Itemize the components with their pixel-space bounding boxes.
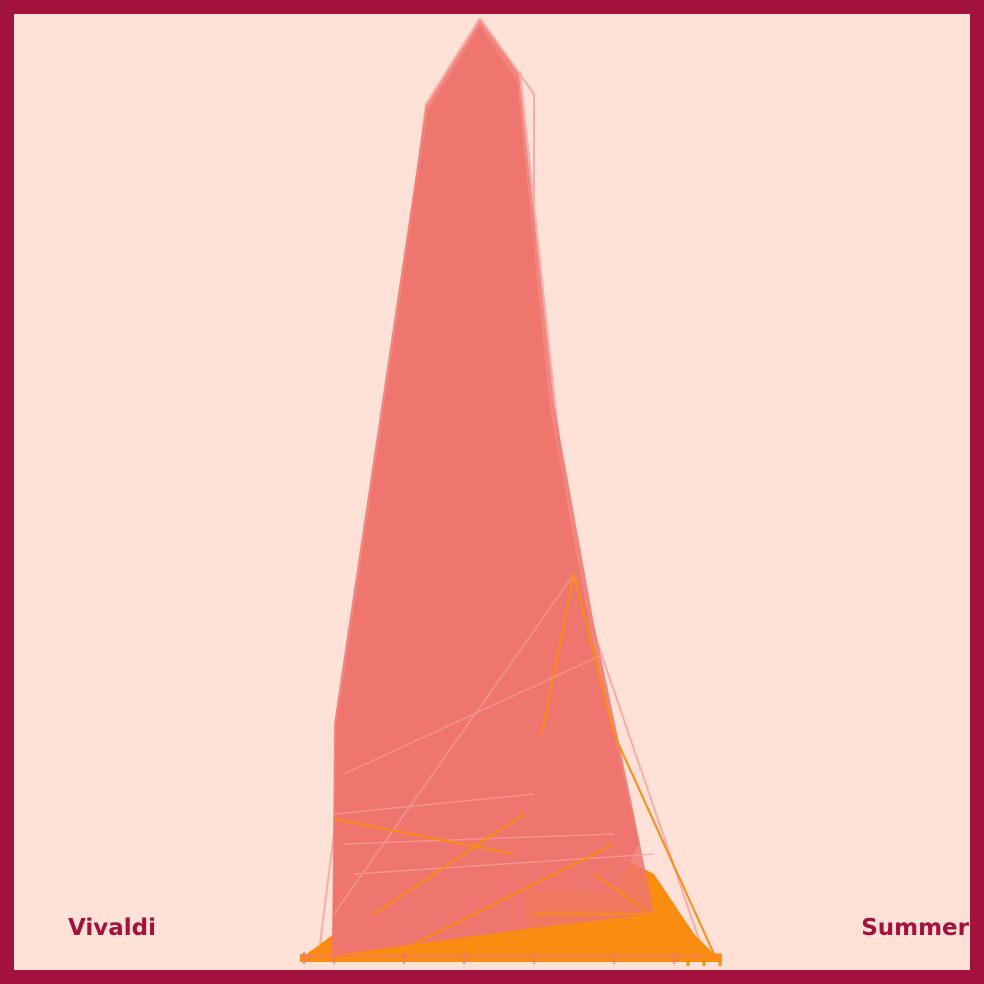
orange-streaks xyxy=(333,573,715,960)
light-streaks xyxy=(333,573,655,915)
piece-label: Summer xyxy=(861,915,969,941)
salmon-spire xyxy=(332,20,654,959)
base-ticks-orange xyxy=(686,953,722,966)
base-ticks xyxy=(300,952,704,964)
artist-label: Vivaldi xyxy=(68,915,157,941)
abstract-artwork xyxy=(300,17,722,966)
